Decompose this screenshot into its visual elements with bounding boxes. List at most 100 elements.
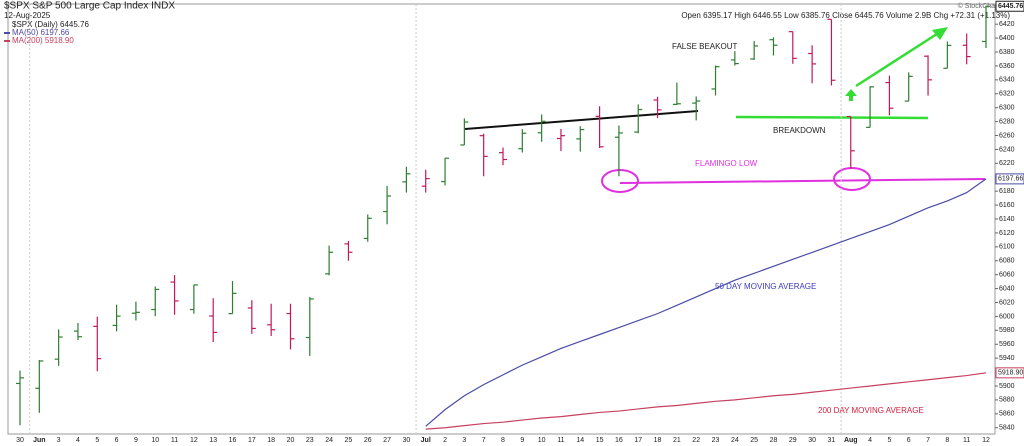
x-tick-label: Jun bbox=[33, 437, 45, 444]
x-tick-label: 11 bbox=[557, 437, 564, 444]
y-tick-label: 6180 bbox=[999, 188, 1015, 195]
ma-line bbox=[425, 372, 987, 430]
x-tick-label: 17 bbox=[248, 437, 256, 444]
x-tick-label: 16 bbox=[615, 437, 623, 444]
ellipse bbox=[601, 169, 639, 193]
y-tick-label: 6080 bbox=[999, 258, 1015, 265]
flamingo-line bbox=[619, 178, 986, 184]
annotation: FALSE BEAKOUT bbox=[672, 42, 737, 51]
x-tick-label: 12 bbox=[190, 437, 198, 444]
x-tick-label: 23 bbox=[306, 437, 314, 444]
y-tick-label: 6220 bbox=[999, 160, 1015, 167]
x-tick-label: 8 bbox=[945, 437, 949, 444]
annotation: 50 DAY MOVING AVERAGE bbox=[715, 282, 816, 291]
x-tick-label: 18 bbox=[267, 437, 275, 444]
y-tick-label: 6240 bbox=[999, 146, 1015, 153]
y-tick-label: 6120 bbox=[999, 230, 1015, 237]
arrow-head bbox=[932, 27, 948, 40]
x-tick-label: 11 bbox=[171, 437, 178, 444]
y-tick-label: 5980 bbox=[999, 327, 1015, 334]
last-price-box bbox=[995, 0, 1024, 12]
x-tick-label: 25 bbox=[345, 437, 353, 444]
annotation: 200 DAY MOVING AVERAGE bbox=[818, 406, 924, 415]
x-tick-label: 22 bbox=[692, 437, 700, 444]
breakdown-line bbox=[735, 115, 929, 120]
x-tick-label: 6 bbox=[907, 437, 911, 444]
y-tick-label: 6160 bbox=[999, 202, 1015, 209]
y-tick-label: 5960 bbox=[999, 341, 1015, 348]
x-tick-label: 10 bbox=[538, 437, 546, 444]
y-tick-label: 6320 bbox=[999, 91, 1015, 98]
x-tick-label: 28 bbox=[770, 437, 778, 444]
x-tick-label: 7 bbox=[482, 437, 486, 444]
y-tick-label: 6360 bbox=[999, 63, 1015, 70]
ohlc-bars bbox=[16, 5, 990, 426]
x-tick-label: Jul bbox=[421, 437, 431, 444]
ma-lines bbox=[425, 178, 987, 430]
legend-entry: MA(50) 6197.66 bbox=[12, 28, 70, 37]
legend-price: $SPX (Daily) 6445.76 bbox=[12, 20, 89, 29]
x-tick-label: 4 bbox=[868, 437, 872, 444]
legend-entry: MA(200) 5918.90 bbox=[12, 36, 74, 45]
y-tick-label: 5840 bbox=[999, 425, 1015, 432]
x-tick-label: 20 bbox=[287, 437, 295, 444]
y-tick-label: 6260 bbox=[999, 132, 1015, 139]
x-tick-label: 26 bbox=[364, 437, 372, 444]
x-tick-label: 15 bbox=[596, 437, 604, 444]
date: 12-Aug-2025 bbox=[4, 11, 51, 20]
x-tick-label: 13 bbox=[209, 437, 217, 444]
quote: Open 6395.17 High 6446.55 Low 6385.76 Cl… bbox=[681, 11, 1010, 20]
x-tick-label: 21 bbox=[673, 437, 681, 444]
x-tick-label: 5 bbox=[887, 437, 891, 444]
x-tick-label: 9 bbox=[520, 437, 524, 444]
x-tick-label: 10 bbox=[151, 437, 159, 444]
last-price-label: 6445.76 bbox=[998, 3, 1023, 10]
annotation: BREAKDOWN bbox=[773, 126, 826, 135]
y-tick-label: 6280 bbox=[999, 118, 1015, 125]
x-tick-label: 5 bbox=[95, 437, 99, 444]
x-tick-label: 7 bbox=[926, 437, 930, 444]
up-arrow bbox=[845, 89, 857, 101]
x-tick-label: 18 bbox=[654, 437, 662, 444]
x-tick-label: 14 bbox=[576, 437, 584, 444]
x-tick-label: 30 bbox=[16, 437, 24, 444]
y-tick-label: 6340 bbox=[999, 77, 1015, 84]
x-tick-label: 4 bbox=[76, 437, 80, 444]
last-value-box bbox=[995, 367, 1024, 379]
x-tick-label: 25 bbox=[750, 437, 758, 444]
x-tick-label: 27 bbox=[383, 437, 391, 444]
y-tick-label: 6400 bbox=[999, 35, 1015, 42]
y-tick-label: 6140 bbox=[999, 216, 1015, 223]
x-tick-label: 24 bbox=[325, 437, 333, 444]
y-tick-label: 5940 bbox=[999, 355, 1015, 362]
annotation: FLAMINGO LOW bbox=[695, 159, 758, 168]
y-tick-label: 5880 bbox=[999, 397, 1015, 404]
y-tick-label: 6060 bbox=[999, 272, 1015, 279]
plot-frame bbox=[7, 3, 996, 435]
x-tick-label: 12 bbox=[982, 437, 990, 444]
x-tick-label: Aug bbox=[844, 437, 858, 444]
trend-line bbox=[464, 110, 699, 130]
y-tick-label: 6100 bbox=[999, 244, 1015, 251]
x-tick-label: 17 bbox=[634, 437, 642, 444]
x-tick-label: 23 bbox=[712, 437, 720, 444]
x-tick-label: 3 bbox=[462, 437, 466, 444]
last-value-box bbox=[995, 173, 1024, 185]
x-tick-label: 31 bbox=[828, 437, 836, 444]
chart-title: $SPX S&P 500 Large Cap Index INDX bbox=[4, 1, 175, 12]
x-tick-label: 11 bbox=[963, 437, 970, 444]
x-tick-label: 16 bbox=[229, 437, 237, 444]
x-tick-label: 24 bbox=[731, 437, 739, 444]
y-tick-label: 6420 bbox=[999, 21, 1015, 28]
ellipse bbox=[833, 167, 871, 191]
last-value-label: 6197.66 bbox=[998, 176, 1023, 183]
arrow-line bbox=[855, 30, 941, 88]
y-tick-label: 5900 bbox=[999, 383, 1015, 390]
x-tick-label: 8 bbox=[501, 437, 505, 444]
ma-line bbox=[425, 178, 987, 427]
x-tick-label: 30 bbox=[403, 437, 411, 444]
x-tick-label: 2 bbox=[443, 437, 447, 444]
y-tick-label: 6040 bbox=[999, 285, 1015, 292]
